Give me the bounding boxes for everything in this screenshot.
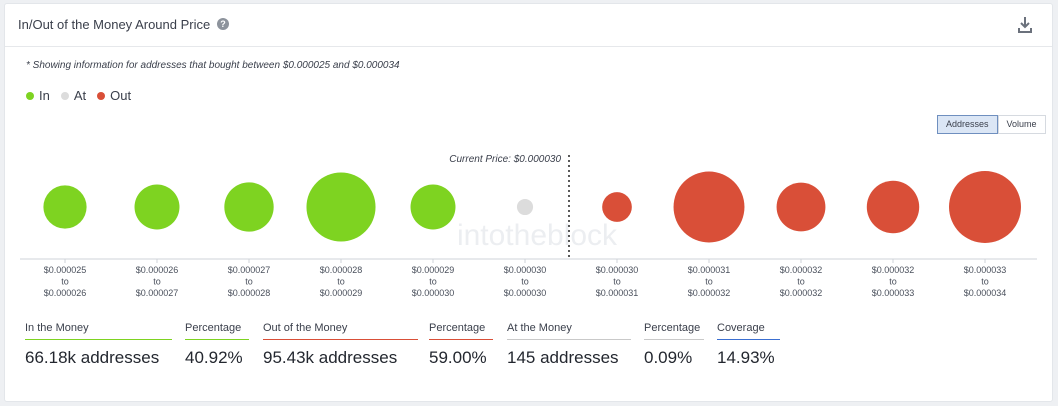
x-tick-label: $0.000030 [504,265,547,275]
legend-label-at: At [73,88,87,103]
stat-label: Percentage [644,322,701,334]
bubble-at [516,198,534,216]
bubble-in [43,185,87,229]
stat-rule [507,339,631,340]
stat-3: Percentage 59.00% [429,322,493,368]
download-icon[interactable] [1017,16,1033,34]
x-tick-label: $0.000034 [964,288,1007,298]
stat-label: In the Money [25,322,89,334]
x-tick-label: $0.000032 [688,288,731,298]
stat-rule [25,339,172,340]
x-tick-label: to [981,277,989,287]
x-tick-label: to [705,277,713,287]
legend-dot-in [26,91,34,100]
help-icon[interactable]: ? [217,18,229,30]
x-tick-label: $0.000033 [964,265,1007,275]
x-tick-label: $0.000027 [136,288,179,298]
watermark-text: intotheblock [457,219,618,252]
bubble-out [776,182,826,232]
stat-rule [429,339,493,340]
x-tick-label: to [521,277,529,287]
x-tick-label: $0.000030 [412,288,455,298]
x-tick-label: $0.000028 [228,288,271,298]
x-tick-label: to [797,277,805,287]
volume-toggle-button[interactable]: Volume [997,115,1046,134]
stat-label: Percentage [429,322,486,334]
stat-label: Percentage [185,322,242,334]
legend-item-at[interactable]: At [60,88,87,103]
x-tick-label: $0.000031 [596,288,639,298]
x-tick-label: $0.000032 [780,265,823,275]
x-tick-label: to [429,277,437,287]
x-tick-label: $0.000031 [688,265,731,275]
x-tick-label: to [889,277,897,287]
legend-dot-at [60,91,69,100]
legend: In At Out [26,88,142,103]
x-tick-label: $0.000032 [872,265,915,275]
bubble-in [306,172,376,242]
range-note: * Showing information for addresses that… [26,60,400,71]
legend-dot-out [97,91,106,100]
legend-item-in[interactable]: In [26,88,50,103]
addresses-toggle-button[interactable]: Addresses [937,115,998,134]
stat-label: Out of the Money [263,322,348,334]
stat-value: 0.09% [644,348,693,367]
bubble-out [673,171,745,243]
stat-1: Percentage 40.92% [185,322,249,368]
stat-6: Coverage 14.93% [717,322,780,368]
stat-value: 66.18k addresses [25,348,160,367]
stat-rule [185,339,249,340]
stat-5: Percentage 0.09% [644,322,704,368]
x-tick-label: to [61,277,69,287]
x-tick-label: $0.000026 [136,265,179,275]
legend-item-out[interactable]: Out [97,88,131,103]
x-tick-label: $0.000030 [504,288,547,298]
stat-2: Out of the Money 95.43k addresses [263,322,418,368]
stat-value: 40.92% [185,348,243,367]
x-tick-label: $0.000032 [780,288,823,298]
stat-value: 145 addresses [507,348,619,367]
x-tick-label: $0.000027 [228,265,271,275]
x-tick-label: to [613,277,621,287]
stat-value: 95.43k addresses [263,348,398,367]
metric-toggle: Addresses Volume [937,115,1046,134]
stat-label: Coverage [717,322,765,334]
x-tick-label: $0.000028 [320,265,363,275]
bubble-out [949,171,1021,243]
bubble-out [866,180,920,234]
summary-stats: In the Money 66.18k addresses Percentage 40… [5,322,1054,382]
stat-rule [717,339,780,340]
chart-card: In/Out of the Money Around Price ? * Sho… [4,3,1053,402]
stat-0: In the Money 66.18k addresses [25,322,172,368]
x-tick-label: $0.000029 [320,288,363,298]
legend-label-out: Out [110,88,132,103]
x-tick-label: $0.000026 [44,288,87,298]
x-tick-label: $0.000033 [872,288,915,298]
x-tick-label: $0.000029 [412,265,455,275]
x-tick-label: $0.000030 [596,265,639,275]
stat-rule [263,339,418,340]
current-price-label: Current Price: $0.000030 [449,154,561,165]
bubble-in [410,184,456,230]
stat-value: 59.00% [429,348,487,367]
stat-rule [644,339,704,340]
x-tick-label: $0.000025 [44,265,87,275]
bubble-in [134,184,180,230]
card-header: In/Out of the Money Around Price ? [5,4,1052,47]
x-tick-label: to [153,277,161,287]
legend-label-in: In [39,88,50,103]
x-tick-label: to [337,277,345,287]
bubble-chart: intotheblock Current Price: $0.000030 $0.0… [20,154,1037,298]
card-title: In/Out of the Money Around Price [18,17,211,32]
stat-4: At the Money 145 addresses [507,322,631,368]
x-tick-label: to [245,277,253,287]
bubble-in [224,182,274,232]
stat-label: At the Money [507,322,572,334]
stat-value: 14.93% [717,348,775,367]
bubble-out [602,192,632,222]
